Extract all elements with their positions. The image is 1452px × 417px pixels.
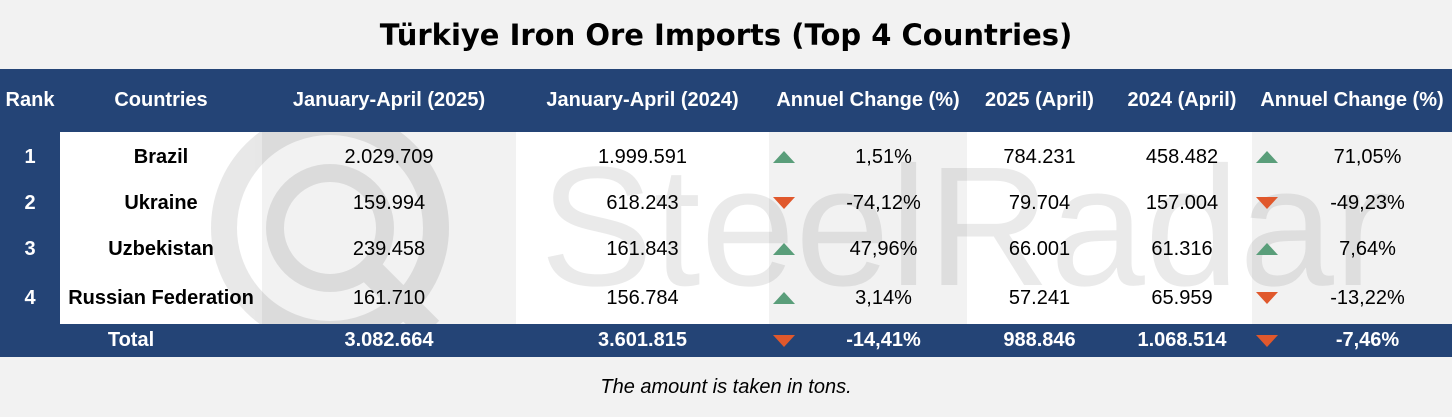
rank-cell: 2	[24, 191, 36, 214]
country-cell: Brazil	[133, 145, 189, 168]
down-icon	[1254, 331, 1280, 351]
header-ja2025: January-April (2025)	[292, 89, 486, 111]
ja-change-cell: -74,12%	[846, 191, 921, 214]
ja2024-cell: 156.784	[606, 286, 679, 309]
ja-change-cell: 3,14%	[855, 286, 912, 309]
apr-change-cell: 7,64%	[1339, 237, 1396, 260]
down-icon	[771, 193, 797, 213]
up-icon	[1254, 239, 1280, 259]
apr2025-cell: 66.001	[1008, 237, 1071, 260]
ja2024-cell: 1.999.591	[598, 145, 687, 168]
header-apr2025: 2025 (April)	[985, 89, 1094, 111]
country-cell: Uzbekistan	[108, 237, 214, 260]
rank-cell: 3	[24, 237, 36, 260]
footnote: The amount is taken in tons.	[600, 375, 852, 398]
ja-change-cell: 1,51%	[855, 145, 912, 168]
up-icon	[771, 288, 797, 308]
total-row	[0, 324, 1452, 357]
total-ja2024: 3.601.815	[598, 329, 687, 351]
up-icon	[1254, 147, 1280, 167]
total-apr2024: 1.068.514	[1137, 329, 1227, 351]
country-cell: Ukraine	[124, 191, 198, 214]
ja2025-cell: 239.458	[352, 237, 426, 260]
down-icon	[1254, 193, 1280, 213]
apr2025-cell: 57.241	[1008, 286, 1071, 309]
header-countries: Countries	[114, 89, 208, 111]
total-ja2025: 3.082.664	[344, 329, 434, 351]
ja-change-cell: 47,96%	[849, 237, 918, 260]
down-icon	[1254, 288, 1280, 308]
apr2024-cell: 458.482	[1145, 145, 1219, 168]
apr2025-cell: 79.704	[1008, 191, 1071, 214]
header-ja2024: January-April (2024)	[546, 89, 739, 111]
header-apr-change: Annuel Change (%)	[1260, 89, 1444, 111]
apr2024-cell: 61.316	[1151, 237, 1213, 260]
column-shade-apr-change	[1252, 132, 1452, 324]
ja2025-cell: 159.994	[352, 191, 426, 214]
table-header: Rank Countries January-April (2025) Janu…	[0, 69, 1452, 132]
total-label: Total	[107, 329, 155, 351]
country-cell: Russian Federation	[68, 286, 254, 309]
up-icon	[771, 147, 797, 167]
apr-change-cell: -49,23%	[1330, 191, 1405, 214]
rank-cell: 4	[24, 286, 36, 309]
column-shade-ja2025	[262, 132, 516, 324]
apr2024-cell: 65.959	[1151, 286, 1213, 309]
apr2024-cell: 157.004	[1145, 191, 1219, 214]
column-shade-ja-change	[769, 132, 967, 324]
ja2024-cell: 618.243	[606, 191, 679, 214]
total-apr-change: -7,46%	[1335, 329, 1400, 351]
ja2025-cell: 2.029.709	[344, 145, 434, 168]
apr-change-cell: 71,05%	[1333, 145, 1402, 168]
chart-title: Türkiye Iron Ore Imports (Top 4 Countrie…	[0, 0, 1452, 69]
ja2025-cell: 161.710	[352, 286, 426, 309]
header-apr2024: 2024 (April)	[1127, 89, 1237, 111]
down-icon	[771, 331, 797, 351]
header-rank: Rank	[5, 89, 55, 111]
up-icon	[771, 239, 797, 259]
total-apr2025: 988.846	[1003, 329, 1076, 351]
header-ja-change: Annuel Change (%)	[776, 89, 960, 111]
apr2025-cell: 784.231	[1003, 145, 1076, 168]
ja2024-cell: 161.843	[606, 237, 679, 260]
rank-cell: 1	[24, 145, 36, 168]
total-ja-change: -14,41%	[846, 329, 921, 351]
apr-change-cell: -13,22%	[1330, 286, 1405, 309]
